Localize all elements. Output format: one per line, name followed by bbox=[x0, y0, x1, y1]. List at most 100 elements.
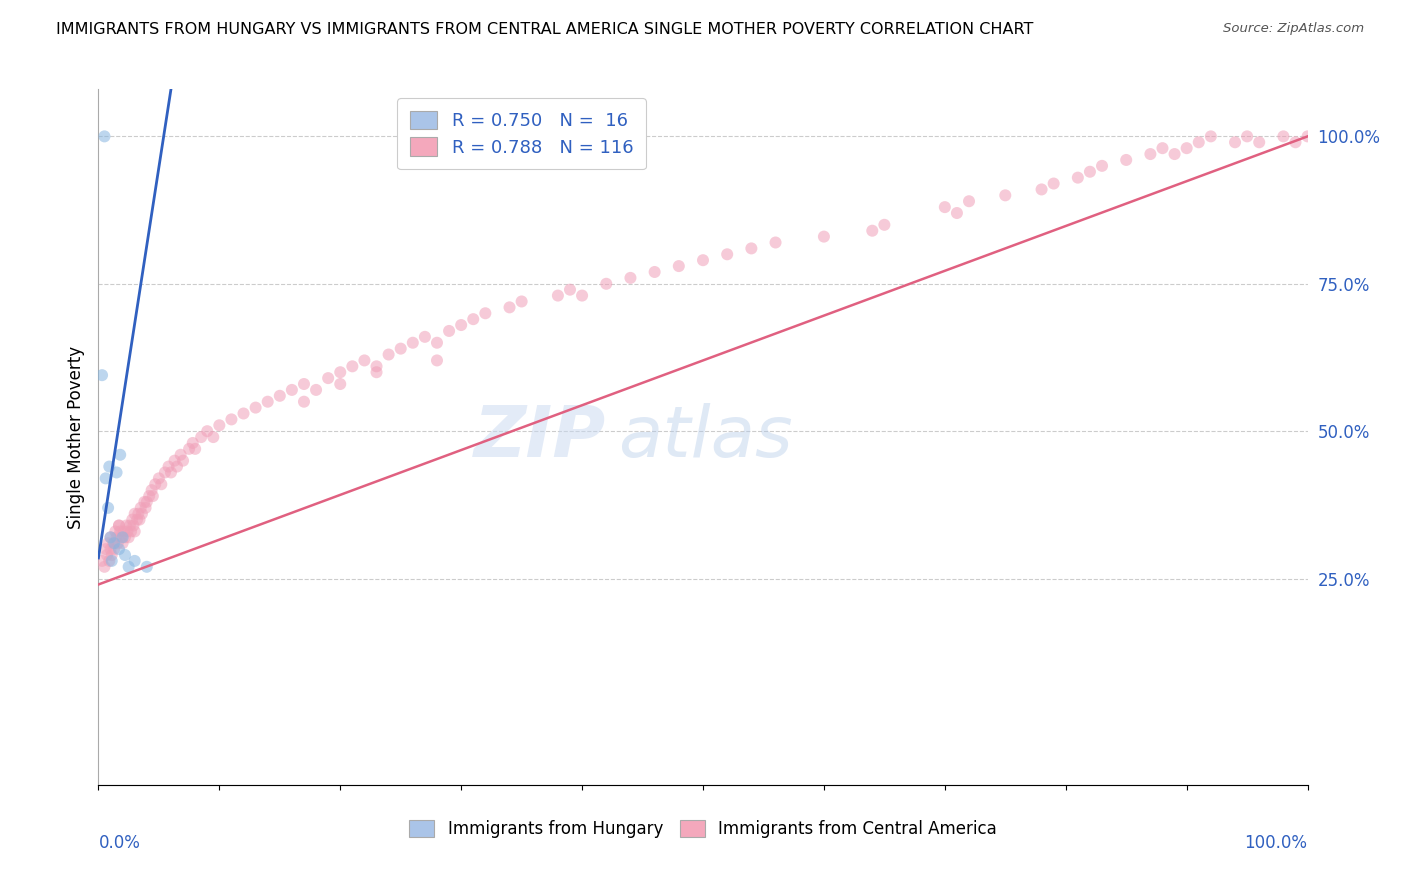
Point bbox=[305, 383, 328, 397]
Point bbox=[148, 471, 170, 485]
Point bbox=[135, 559, 157, 574]
Point bbox=[128, 513, 150, 527]
Point bbox=[107, 536, 129, 550]
Point bbox=[131, 507, 153, 521]
Point bbox=[860, 224, 883, 238]
Point bbox=[463, 312, 485, 326]
Point bbox=[292, 394, 315, 409]
Point bbox=[1272, 129, 1295, 144]
Point bbox=[184, 442, 207, 456]
Point bbox=[208, 418, 231, 433]
Point bbox=[1091, 159, 1114, 173]
Point bbox=[1163, 147, 1185, 161]
Point bbox=[157, 459, 180, 474]
Point bbox=[190, 430, 212, 444]
Point bbox=[1199, 129, 1222, 144]
Point bbox=[118, 518, 141, 533]
Point bbox=[114, 548, 136, 562]
Point bbox=[692, 253, 714, 268]
Point bbox=[342, 359, 364, 374]
Point bbox=[1236, 129, 1258, 144]
Point bbox=[281, 383, 304, 397]
Point bbox=[413, 330, 436, 344]
Point bbox=[245, 401, 267, 415]
Point bbox=[110, 530, 132, 544]
Point bbox=[100, 554, 122, 568]
Point bbox=[108, 518, 131, 533]
Point bbox=[946, 206, 969, 220]
Point bbox=[129, 500, 152, 515]
Point bbox=[114, 530, 136, 544]
Point bbox=[644, 265, 666, 279]
Point bbox=[172, 453, 194, 467]
Point bbox=[474, 306, 496, 320]
Point bbox=[994, 188, 1017, 202]
Point bbox=[143, 477, 166, 491]
Point bbox=[558, 283, 581, 297]
Point bbox=[1249, 135, 1271, 149]
Point bbox=[169, 448, 191, 462]
Point bbox=[1078, 165, 1101, 179]
Point bbox=[115, 518, 138, 533]
Point bbox=[94, 471, 117, 485]
Point bbox=[121, 513, 143, 527]
Point bbox=[91, 554, 114, 568]
Text: ZIP: ZIP bbox=[474, 402, 606, 472]
Point bbox=[740, 241, 762, 255]
Point bbox=[366, 365, 388, 379]
Point bbox=[498, 301, 520, 315]
Point bbox=[202, 430, 225, 444]
Point bbox=[166, 459, 188, 474]
Point bbox=[138, 489, 160, 503]
Point bbox=[150, 477, 173, 491]
Point bbox=[91, 368, 114, 383]
Point bbox=[124, 554, 146, 568]
Point bbox=[256, 394, 278, 409]
Point bbox=[105, 466, 128, 480]
Point bbox=[1139, 147, 1161, 161]
Point bbox=[118, 530, 141, 544]
Point bbox=[111, 530, 134, 544]
Point bbox=[153, 466, 176, 480]
Point bbox=[124, 524, 146, 539]
Point bbox=[1115, 153, 1137, 167]
Point bbox=[104, 524, 127, 539]
Point bbox=[98, 459, 121, 474]
Point bbox=[93, 129, 115, 144]
Point bbox=[1175, 141, 1198, 155]
Text: 0.0%: 0.0% bbox=[98, 834, 141, 852]
Point bbox=[97, 500, 120, 515]
Point bbox=[96, 548, 118, 562]
Point bbox=[117, 524, 139, 539]
Point bbox=[232, 407, 254, 421]
Point bbox=[668, 259, 690, 273]
Point bbox=[124, 507, 146, 521]
Point bbox=[595, 277, 617, 291]
Point bbox=[100, 530, 122, 544]
Point bbox=[377, 347, 399, 361]
Point bbox=[1031, 182, 1053, 196]
Point bbox=[122, 518, 145, 533]
Point bbox=[366, 359, 388, 374]
Legend: R = 0.750   N =  16, R = 0.788   N = 116: R = 0.750 N = 16, R = 0.788 N = 116 bbox=[398, 98, 645, 169]
Text: 100.0%: 100.0% bbox=[1244, 834, 1308, 852]
Point bbox=[221, 412, 243, 426]
Point bbox=[1152, 141, 1174, 155]
Point bbox=[389, 342, 412, 356]
Point bbox=[934, 200, 956, 214]
Point bbox=[100, 542, 122, 557]
Point bbox=[329, 365, 352, 379]
Point bbox=[316, 371, 339, 385]
Point bbox=[426, 335, 449, 350]
Point bbox=[160, 466, 183, 480]
Point bbox=[94, 542, 117, 557]
Point bbox=[111, 536, 134, 550]
Point bbox=[108, 448, 131, 462]
Point bbox=[765, 235, 787, 250]
Y-axis label: Single Mother Poverty: Single Mother Poverty bbox=[66, 345, 84, 529]
Point bbox=[135, 495, 157, 509]
Point bbox=[98, 554, 121, 568]
Point bbox=[450, 318, 472, 332]
Point bbox=[873, 218, 896, 232]
Point bbox=[329, 377, 352, 392]
